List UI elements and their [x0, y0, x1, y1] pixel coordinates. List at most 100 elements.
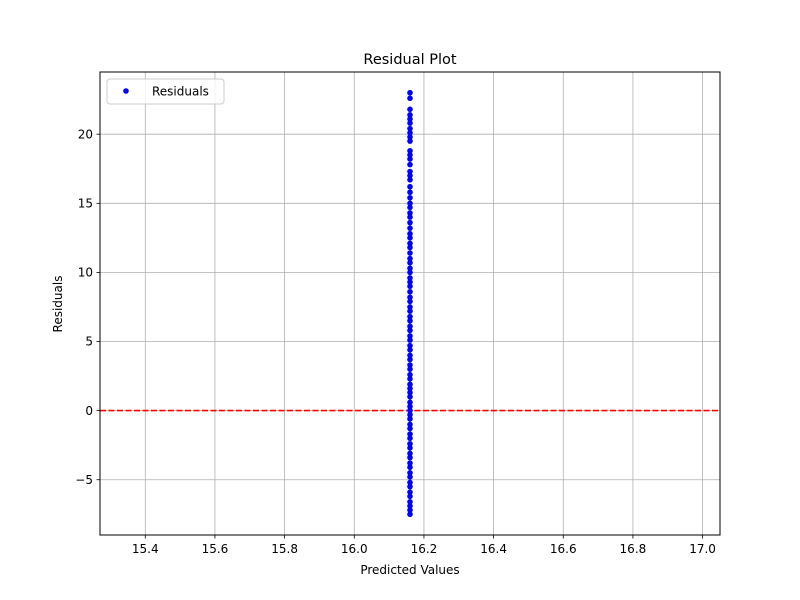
- x-tick-label: 15.4: [132, 542, 159, 556]
- data-point: [407, 112, 413, 118]
- y-tick-label: 15: [78, 196, 93, 210]
- data-point: [407, 474, 413, 480]
- data-point: [407, 168, 413, 175]
- data-point: [407, 342, 413, 349]
- data-point: [407, 323, 413, 330]
- data-point: [407, 120, 413, 126]
- plot-frame: [99, 71, 721, 536]
- legend: Residuals: [106, 78, 225, 105]
- x-tick-label: 16.4: [480, 542, 507, 556]
- data-point: [407, 421, 413, 428]
- data-point: [407, 450, 413, 457]
- legend-label-residuals: Residuals: [152, 85, 209, 99]
- data-point: [407, 189, 413, 196]
- data-point: [407, 183, 413, 190]
- data-point: [407, 464, 413, 471]
- data-point: [407, 219, 413, 226]
- data-point: [407, 317, 413, 324]
- x-tick-label: 16.8: [620, 542, 647, 556]
- data-point: [407, 294, 413, 301]
- data-point: [407, 470, 413, 476]
- data-point: [407, 425, 413, 432]
- data-point: [407, 138, 413, 144]
- x-tick-label: 16.0: [341, 542, 368, 556]
- x-tick-label: 17.0: [689, 542, 716, 556]
- data-point: [407, 304, 413, 310]
- data-point: [407, 460, 413, 466]
- data-point: [407, 130, 413, 136]
- data-point: [407, 489, 413, 495]
- data-point: [407, 445, 413, 451]
- legend-box: [106, 78, 225, 105]
- x-tick-label: 15.8: [271, 542, 298, 556]
- data-point: [407, 479, 413, 486]
- data-point: [407, 210, 413, 216]
- data-point: [407, 298, 413, 305]
- data-point: [407, 507, 413, 513]
- data-point: [407, 327, 413, 334]
- data-point: [407, 493, 413, 500]
- data-point: [407, 511, 413, 518]
- y-tick-label: −5: [75, 473, 93, 487]
- chart-title: Residual Plot: [363, 52, 456, 68]
- data-points: [407, 89, 413, 518]
- data-point: [407, 177, 413, 183]
- y-tick-label: 20: [78, 127, 93, 141]
- data-point: [407, 152, 413, 158]
- data-point: [407, 403, 413, 410]
- y-axis-label: Residuals: [51, 276, 65, 333]
- data-point: [407, 288, 413, 295]
- data-point: [407, 116, 413, 122]
- data-point: [407, 200, 413, 207]
- data-point: [407, 269, 413, 276]
- data-point: [407, 483, 413, 490]
- data-point: [407, 147, 413, 154]
- data-point: [407, 279, 413, 285]
- data-point: [407, 265, 413, 272]
- data-point: [407, 352, 413, 359]
- data-point: [407, 161, 413, 168]
- data-point: [407, 95, 413, 102]
- data-point: [407, 454, 413, 461]
- data-point: [407, 250, 413, 256]
- data-point: [407, 259, 413, 266]
- data-point: [407, 134, 413, 140]
- data-point: [407, 337, 413, 343]
- data-point: [407, 376, 413, 382]
- x-tick-label: 15.6: [202, 542, 229, 556]
- legend-marker-icon: [123, 88, 129, 94]
- data-point: [407, 333, 413, 339]
- data-point: [407, 407, 413, 414]
- data-point: [407, 125, 413, 132]
- x-tick-label: 16.6: [550, 542, 577, 556]
- x-tick-label: 16.2: [411, 542, 438, 556]
- data-point: [407, 499, 413, 505]
- data-point: [407, 362, 413, 368]
- data-point: [407, 389, 413, 396]
- axis-ticks: 15.4 15.6 15.8 16.0 16.2 16.4 16.6 16.8 17.0 −5 0 5…: [75, 127, 716, 556]
- data-point: [407, 347, 413, 353]
- data-point: [407, 225, 413, 231]
- data-point: [407, 385, 413, 392]
- data-point: [407, 399, 413, 406]
- data-point: [407, 255, 413, 262]
- data-point: [407, 411, 413, 418]
- data-point: [407, 431, 413, 437]
- data-point: [407, 440, 413, 447]
- data-point: [407, 106, 413, 113]
- data-point: [407, 244, 413, 251]
- data-point: [407, 156, 413, 162]
- data-point: [407, 371, 413, 378]
- data-point: [407, 235, 413, 241]
- data-point: [407, 214, 413, 220]
- data-point: [407, 313, 413, 320]
- y-tick-label: 10: [78, 266, 93, 280]
- data-point: [407, 416, 413, 422]
- data-point: [407, 381, 413, 388]
- data-point: [407, 89, 413, 96]
- data-point: [407, 366, 413, 372]
- data-point: [407, 204, 413, 211]
- data-point: [407, 172, 413, 179]
- x-axis-label: Predicted Values: [360, 563, 459, 577]
